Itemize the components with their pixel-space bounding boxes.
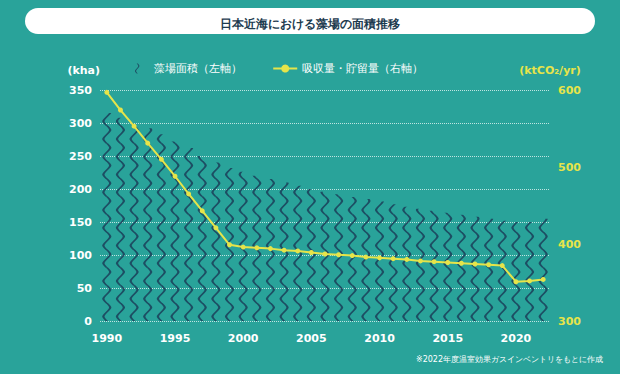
svg-text:2005: 2005 — [296, 332, 327, 345]
svg-text:400: 400 — [558, 238, 581, 251]
svg-text:吸収量・貯留量（右軸）: 吸収量・貯留量（右軸） — [302, 62, 423, 75]
svg-text:2000: 2000 — [228, 332, 259, 345]
svg-text:(kha): (kha) — [67, 64, 100, 77]
svg-text:100: 100 — [69, 249, 92, 262]
svg-text:2010: 2010 — [364, 332, 395, 345]
svg-text:50: 50 — [77, 282, 93, 295]
svg-text:日本近海における藻場の面積推移: 日本近海における藻場の面積推移 — [220, 17, 400, 31]
svg-text:0: 0 — [84, 315, 92, 328]
svg-text:500: 500 — [558, 161, 581, 174]
svg-text:※2022年度温室効果ガスインベントリをもとに作成: ※2022年度温室効果ガスインベントリをもとに作成 — [416, 355, 603, 364]
svg-text:250: 250 — [69, 150, 92, 163]
svg-text:1995: 1995 — [160, 332, 191, 345]
svg-text:350: 350 — [69, 84, 92, 97]
svg-text:藻場面積（左軸）: 藻場面積（左軸） — [154, 62, 242, 75]
svg-text:200: 200 — [69, 183, 92, 196]
svg-text:1990: 1990 — [92, 332, 123, 345]
svg-text:300: 300 — [69, 117, 92, 130]
svg-text:600: 600 — [558, 84, 581, 97]
svg-text:2015: 2015 — [432, 332, 463, 345]
svg-text:300: 300 — [558, 315, 581, 328]
svg-text:150: 150 — [69, 216, 92, 229]
svg-text:(ktCO₂/yr): (ktCO₂/yr) — [519, 64, 580, 77]
svg-text:2020: 2020 — [501, 332, 532, 345]
